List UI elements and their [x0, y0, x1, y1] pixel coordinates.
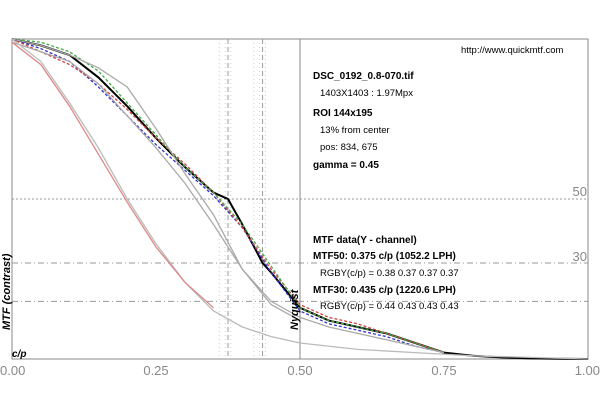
gamma-text: gamma = 0.45 — [313, 160, 379, 171]
y-axis-label: MTF (contrast) — [1, 253, 13, 330]
series-line-4 — [11, 38, 445, 354]
series-line-5 — [11, 41, 301, 322]
series-line-7 — [11, 41, 215, 309]
mtf30-text: MTF30: 0.435 c/p (1220.6 LPH) — [313, 285, 456, 296]
image-dims-text: 1403X1403 : 1.97Mpx — [320, 88, 413, 99]
mtf50-text: MTF50: 0.375 c/p (1052.2 LPH) — [313, 251, 456, 262]
x-tick-label: 0.25 — [143, 363, 168, 378]
x-tick-label: 1.00 — [575, 363, 600, 378]
center-offset-text: 13% from center — [320, 125, 390, 136]
series-line-2 — [11, 38, 445, 354]
mtf-header: MTF data(Y - channel) — [313, 235, 417, 246]
x-tick-label: 0.50 — [287, 363, 312, 378]
ref-label-30: 30 — [573, 249, 587, 264]
x-tick-label: 0.75 — [431, 363, 456, 378]
rgby30-text: RGBY(c/p) = 0.44 0.43 0.43 0.43 — [320, 301, 459, 312]
filename-text: DSC_0192_0.8-070.tif — [313, 71, 414, 82]
ref-label-50: 50 — [573, 184, 587, 199]
x-tick-label: 0.00 — [0, 363, 25, 378]
nyquist-label: Nyquist — [289, 288, 301, 330]
rgby50-text: RGBY(c/p) = 0.38 0.37 0.37 0.37 — [320, 268, 459, 279]
roi-text: ROI 144x195 — [313, 108, 373, 119]
x-axis-label: c/p — [12, 349, 26, 360]
series-layer — [11, 38, 589, 360]
position-text: pos: 834, 675 — [320, 142, 378, 153]
series-line-6 — [11, 38, 589, 360]
url-text: http://www.quickmtf.com — [461, 45, 564, 56]
x-tick-layer: 0.00 0.25 0.50 0.75 1.00 — [0, 363, 600, 378]
